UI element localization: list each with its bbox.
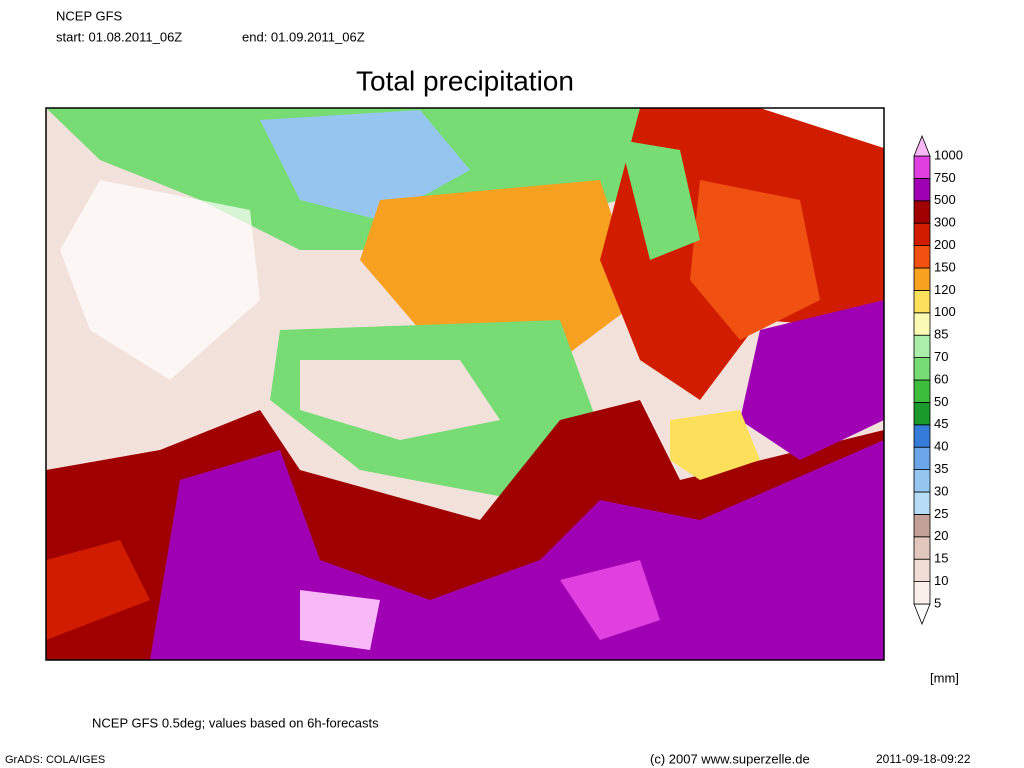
color-bar-label: 120: [934, 282, 956, 297]
color-bar-label: 300: [934, 215, 956, 230]
color-bar-box: [913, 514, 931, 538]
end-label: end: 01.09.2011_06Z: [242, 29, 365, 44]
color-bar-box: [913, 491, 931, 515]
color-bar-label: 70: [934, 349, 948, 364]
color-bar-box: [913, 536, 931, 560]
color-bar-box: [913, 312, 931, 336]
timestamp: 2011-09-18-09:22: [876, 752, 971, 766]
model-label: NCEP GFS: [56, 8, 123, 23]
color-bar-label: 50: [934, 394, 948, 409]
unit-label: [mm]: [930, 670, 959, 685]
color-bar-box: [913, 401, 931, 426]
color-bar-label: 85: [934, 327, 948, 342]
color-bar-box: [913, 267, 931, 291]
color-bar-label: 1000: [934, 147, 963, 162]
color-bar: 5 10 15 20 25 30 35 40 45 50 60 70 85 100 120 150 200 300…: [913, 134, 963, 626]
software-credit: GrADS: COLA/IGES: [5, 754, 105, 766]
color-bar-high: [913, 134, 931, 157]
color-bar-label: 500: [934, 192, 956, 207]
color-bar-label: 10: [934, 573, 948, 588]
color-bar-low: [913, 603, 931, 626]
copyright: (c) 2007 www.superzelle.de: [650, 751, 810, 766]
color-bar-box: [913, 379, 931, 403]
color-bar-label: 45: [934, 416, 948, 431]
color-bar-box: [913, 469, 931, 493]
start-label: start: 01.08.2011_06Z: [56, 29, 182, 44]
color-bar-box: [913, 177, 931, 202]
color-bar-label: 750: [934, 170, 956, 185]
footer-note: NCEP GFS 0.5deg; values based on 6h-fore…: [92, 715, 379, 730]
color-bar-box: [913, 446, 931, 471]
color-bar-label: 40: [934, 439, 948, 454]
color-bar-label: 15: [934, 551, 948, 566]
color-bar-box: [913, 334, 931, 359]
color-bar-box: [913, 357, 931, 381]
precip-map: [46, 108, 884, 660]
color-bar-label: 150: [934, 259, 956, 274]
map-frame: [45, 107, 885, 661]
color-bar-box: [913, 289, 931, 314]
color-bar-label: 5: [934, 595, 941, 610]
color-bar-label: 100: [934, 304, 956, 319]
color-bar-label: 25: [934, 506, 948, 521]
color-bar-box: [913, 558, 931, 583]
color-bar-label: 20: [934, 528, 948, 543]
color-bar-box: [913, 424, 931, 448]
color-bar-label: 60: [934, 371, 948, 386]
color-bar-box: [913, 222, 931, 246]
color-bar-box: [913, 200, 931, 224]
color-bar-box: [913, 581, 931, 605]
map-title: Total precipitation: [356, 65, 574, 96]
color-bar-box: [913, 155, 931, 179]
color-bar-box: [913, 245, 931, 269]
color-bar-label: 35: [934, 461, 948, 476]
color-bar-label: 30: [934, 483, 948, 498]
color-bar-label: 200: [934, 237, 956, 252]
